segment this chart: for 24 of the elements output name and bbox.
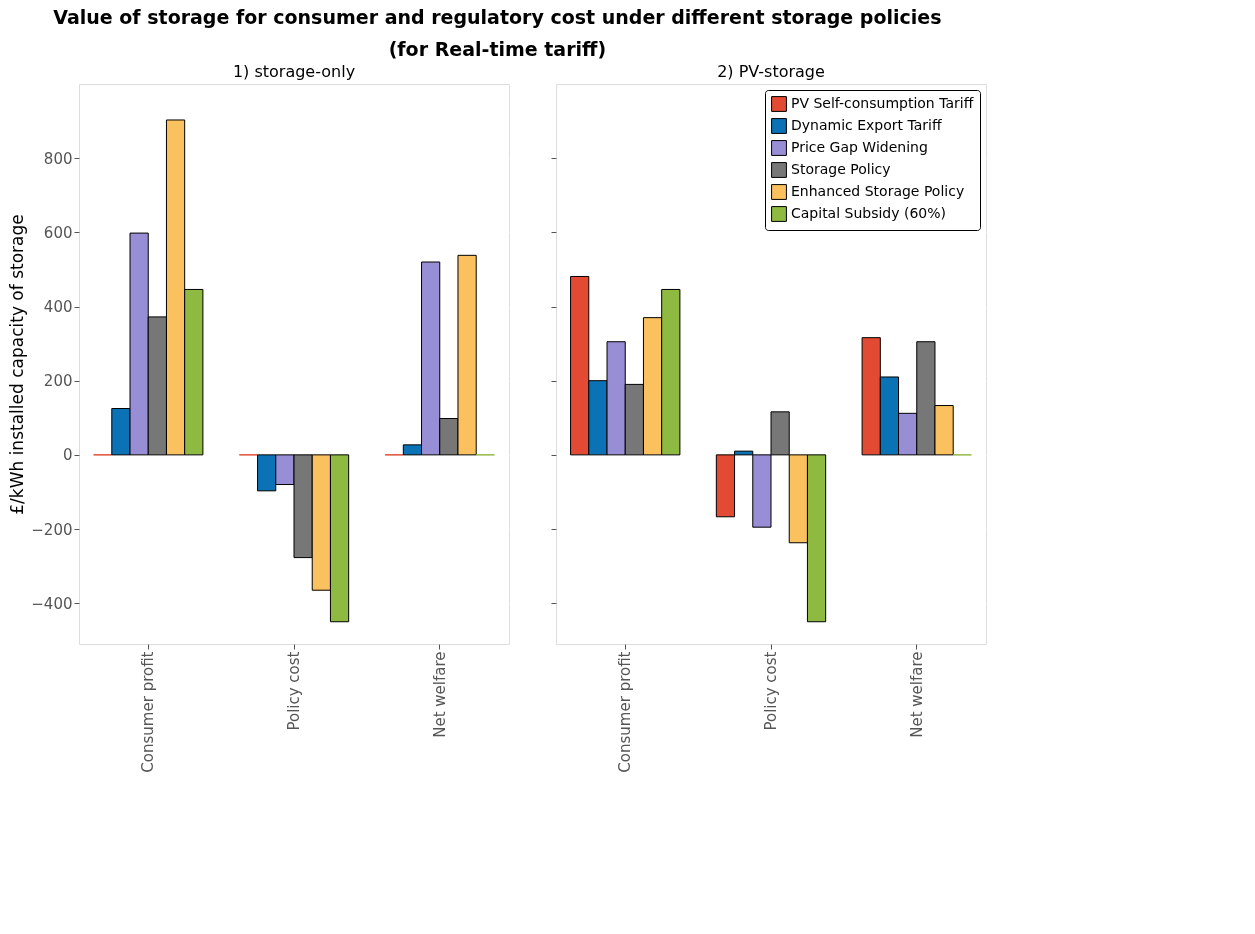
- y-tick-label: 400: [43, 298, 73, 317]
- chart-title: 1) storage-only: [232, 62, 356, 81]
- y-tick-label: 600: [43, 223, 73, 242]
- chart-title: 2) PV-storage: [717, 62, 825, 81]
- x-tick-label: Policy cost: [285, 651, 303, 731]
- y-tick-label: 200: [43, 372, 73, 391]
- x-tick-label: Net welfare: [430, 651, 449, 738]
- x-tick-label: Consumer profit: [139, 651, 158, 773]
- legend-label: Capital Subsidy (60%): [791, 205, 947, 221]
- y-tick-label: 0: [62, 446, 73, 465]
- x-tick-label: Policy cost: [762, 651, 780, 731]
- legend-label: PV Self-consumption Tariff: [791, 95, 974, 111]
- legend-label: Enhanced Storage Policy: [791, 183, 965, 199]
- x-tick-label: Net welfare: [907, 651, 926, 738]
- text: Value of storage for consumer and regulatory cost under different storage policies: [53, 5, 942, 28]
- legend-label: Price Gap Widening: [791, 139, 928, 155]
- y-axis-title: £/kWh installed capacity of storage: [7, 214, 28, 515]
- legend-label: Dynamic Export Tariff: [791, 117, 942, 133]
- y-tick-label: −400: [31, 594, 73, 613]
- y-tick-label: −200: [31, 520, 73, 539]
- legend-label: Storage Policy: [791, 161, 891, 177]
- text: (for Real-time tariff): [388, 37, 607, 60]
- y-tick-label: 800: [43, 149, 73, 168]
- x-tick-label: Consumer profit: [616, 651, 635, 773]
